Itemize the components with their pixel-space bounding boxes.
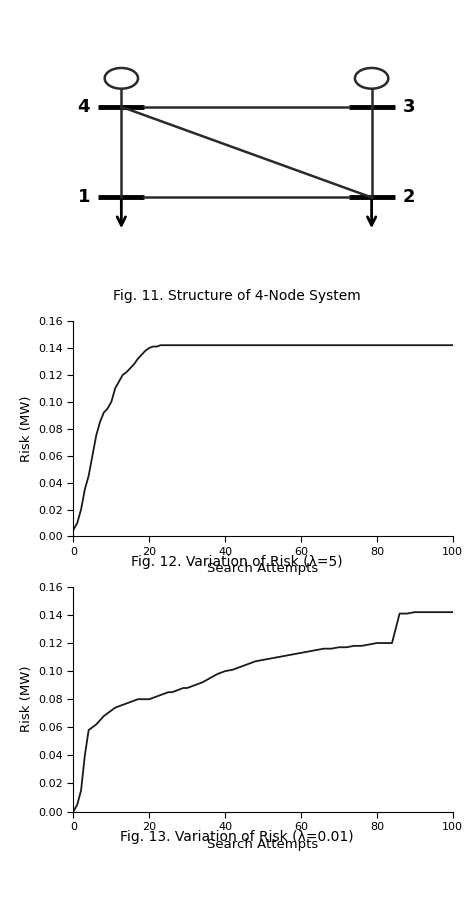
Text: ~: ~ <box>364 70 379 87</box>
Circle shape <box>355 68 388 89</box>
X-axis label: Search Attempts: Search Attempts <box>208 562 319 575</box>
Text: Fig. 11. Structure of 4-Node System: Fig. 11. Structure of 4-Node System <box>113 289 361 303</box>
Text: 3: 3 <box>403 98 415 116</box>
Text: ~: ~ <box>114 70 129 87</box>
X-axis label: Search Attempts: Search Attempts <box>208 837 319 850</box>
Y-axis label: Risk (MW): Risk (MW) <box>20 666 33 733</box>
Text: 4: 4 <box>78 98 90 116</box>
Circle shape <box>105 68 138 89</box>
Text: 2: 2 <box>403 188 415 206</box>
Text: Fig. 13. Variation of Risk (λ=0.01): Fig. 13. Variation of Risk (λ=0.01) <box>120 830 354 844</box>
Text: Fig. 12. Variation of Risk (λ=5): Fig. 12. Variation of Risk (λ=5) <box>131 555 343 569</box>
Text: 1: 1 <box>78 188 90 206</box>
Y-axis label: Risk (MW): Risk (MW) <box>20 395 33 462</box>
